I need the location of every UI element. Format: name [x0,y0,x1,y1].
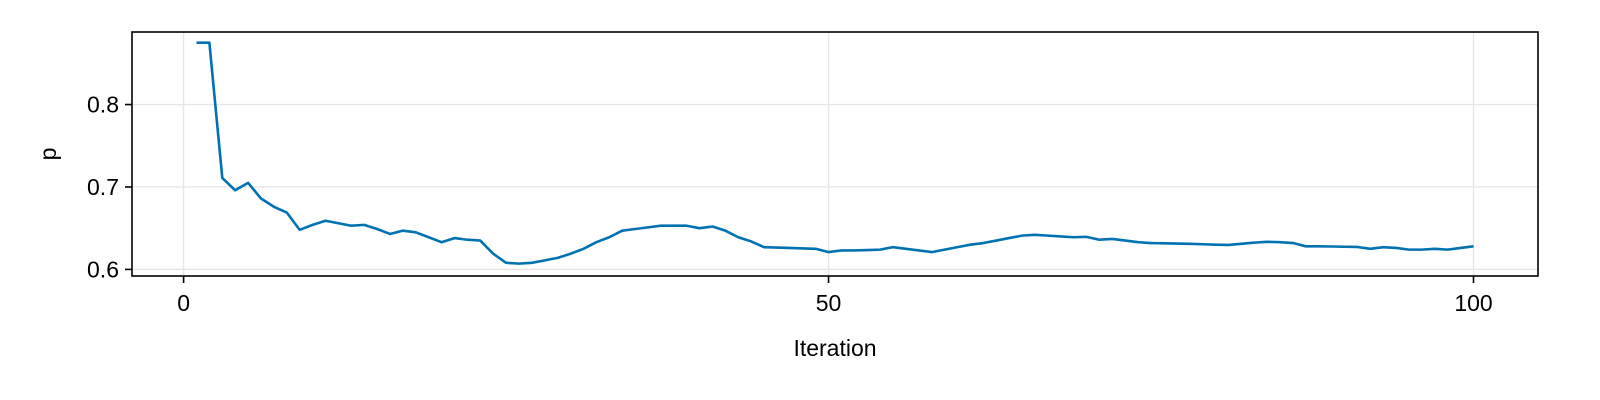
y-tick-label: 0.6 [87,256,119,282]
x-tick-label: 100 [1454,290,1492,316]
y-tick-label: 0.8 [87,92,119,118]
x-axis-label: Iteration [793,335,876,361]
axis-ticks: 0 50 100 0.6 0.7 0.8 [87,92,1493,316]
y-tick-label: 0.7 [87,174,119,200]
x-tick-label: 50 [816,290,842,316]
x-tick-label: 0 [177,290,190,316]
plot-frame [131,31,1539,277]
grid-lines [132,32,1538,276]
series-lines [196,41,1474,265]
y-axis-label: p [35,148,61,161]
series-line [196,41,1474,265]
